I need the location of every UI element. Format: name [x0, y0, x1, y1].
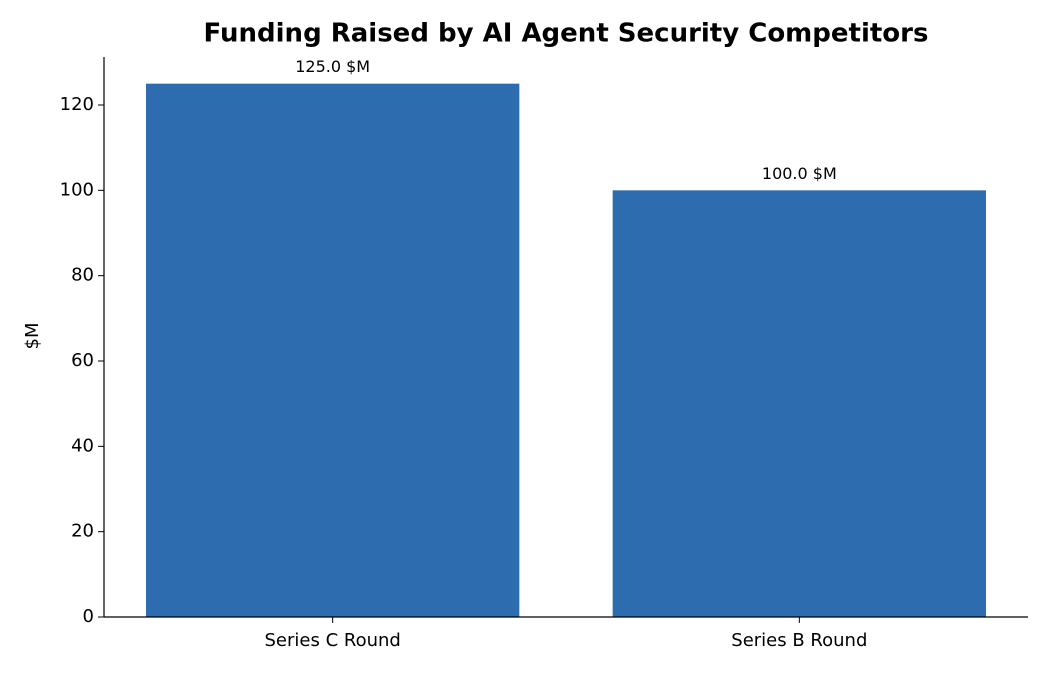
y-tick-label: 0: [83, 606, 94, 627]
bar: [146, 83, 520, 617]
value-label: 100.0 $M: [762, 164, 837, 183]
y-tick-label: 120: [60, 94, 94, 115]
bar: [612, 190, 986, 618]
y-tick-label: 60: [71, 350, 94, 371]
y-tick-label: 20: [71, 521, 94, 542]
y-tick-label: 80: [71, 265, 94, 286]
x-tick-label: Series C Round: [265, 630, 401, 651]
value-label: 125.0 $M: [295, 57, 370, 76]
y-tick-label: 40: [71, 435, 94, 456]
y-axis-label: $M: [22, 323, 43, 350]
x-tick-label: Series B Round: [731, 630, 867, 651]
y-tick-label: 100: [60, 179, 94, 200]
chart-title: Funding Raised by AI Agent Security Comp…: [204, 19, 929, 49]
